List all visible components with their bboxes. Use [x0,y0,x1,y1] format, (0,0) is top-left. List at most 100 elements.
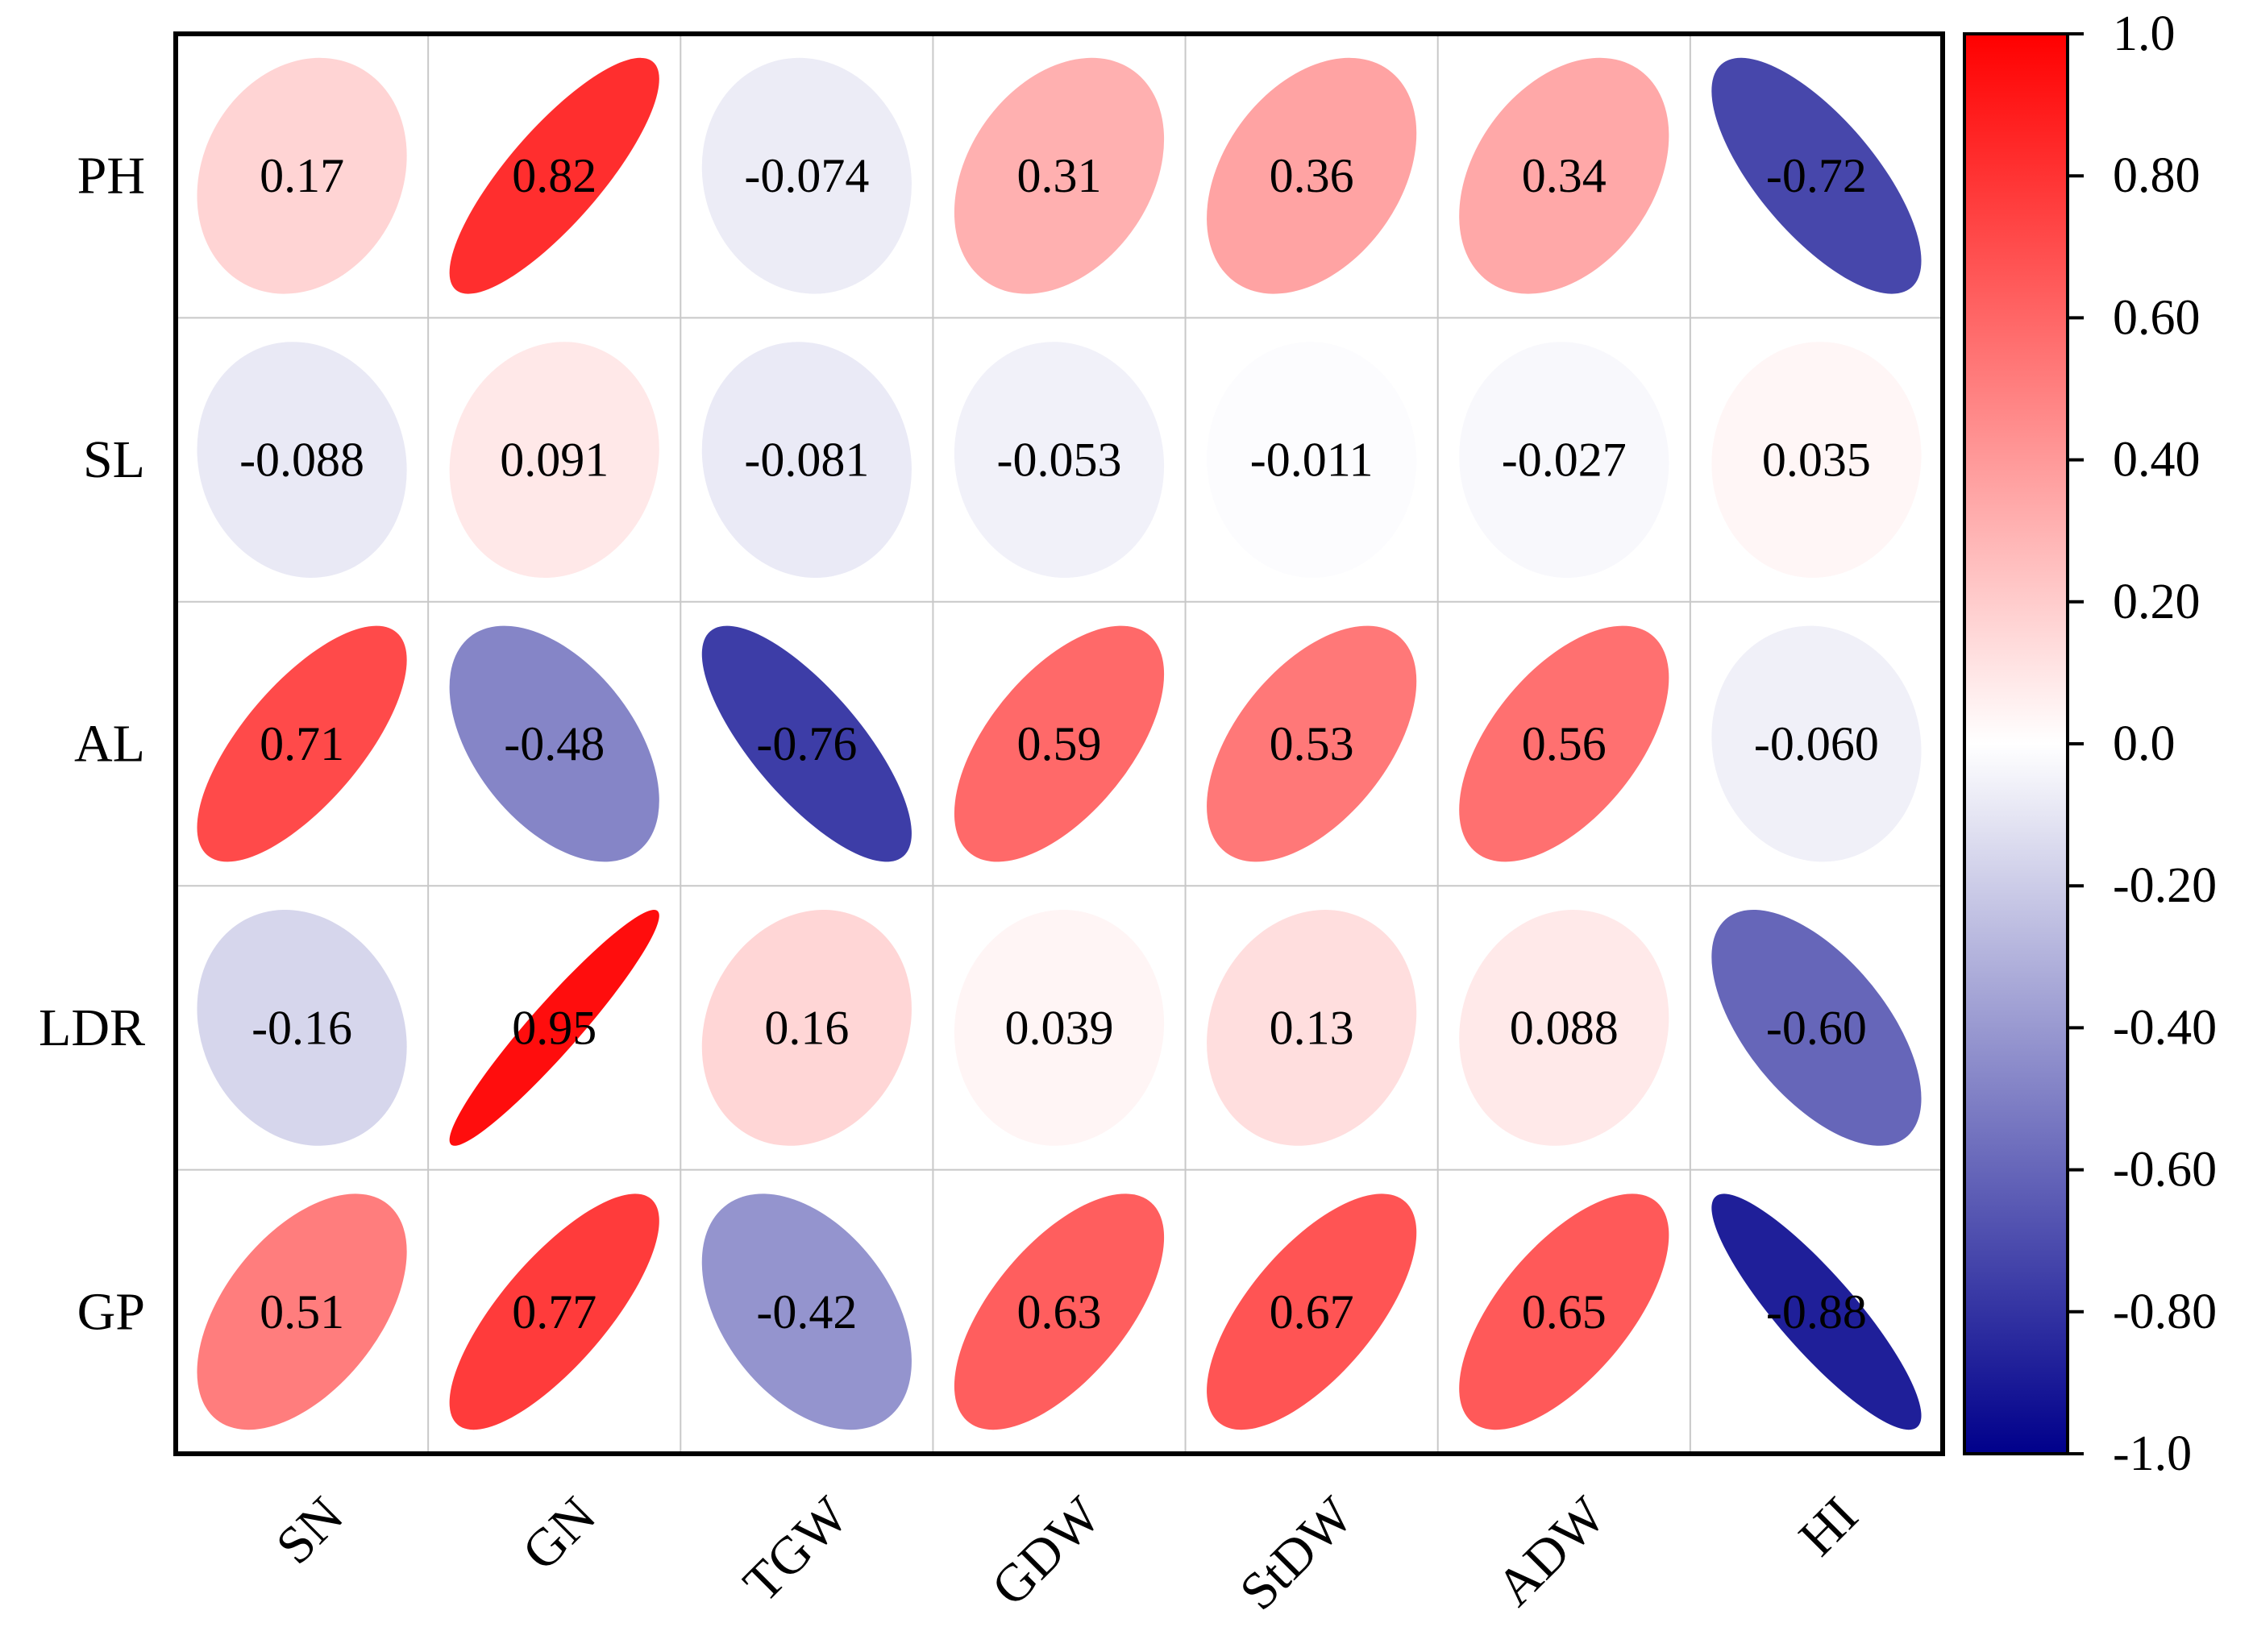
corr-ellipse-ph-gn [449,57,659,294]
colorbar-tick-label: -0.80 [2113,1285,2217,1339]
colorbar-tick-label: -0.40 [2113,1000,2217,1055]
colorbar-ticks: 1.0 0.80 0.60 0.40 0.20 0.0 -0.20 -0.40 -0.60 -0.… [2068,6,2217,1481]
col-label-hi: HI [1788,1486,1869,1567]
corr-ellipse-al-gn [449,625,659,862]
corr-ellipse-ldr-stdw [1207,910,1417,1146]
corr-value-label: 0.53 [1270,717,1354,770]
row-label-gp: GP [77,1282,145,1341]
colorbar: 1.0 0.80 0.60 0.40 0.20 0.0 -0.20 -0.40 -0.60 -0.… [1963,6,2217,1481]
colorbar-tick-label: 0.60 [2113,290,2201,345]
corr-ellipse-al-adw [1459,625,1669,862]
corr-ellipse-sl-sn [197,342,407,578]
colorbar-tick-label: 0.20 [2113,575,2201,629]
corr-ellipse-gp-adw [1459,1193,1669,1430]
corr-value-label: -0.027 [1502,434,1627,487]
colorbar-tick-label: -0.60 [2113,1143,2217,1197]
corr-value-label: 0.088 [1510,1001,1619,1054]
corr-value-label: 0.34 [1522,149,1607,202]
col-label-tgw: TGW [732,1485,859,1613]
col-label-sn: SN [265,1486,355,1575]
corr-value-label: -0.081 [744,434,869,487]
corr-value-label: 0.56 [1522,717,1607,770]
corr-ellipse-al-sn [197,625,407,862]
ellipse-layer [197,57,1922,1430]
corr-value-label: 0.16 [764,1001,849,1054]
row-label-sl: SL [83,430,145,489]
value-label-layer: 0.17 0.82 -0.074 0.31 0.36 0.34 -0.72 -0.088 0.0… [239,149,1879,1339]
corr-ellipse-ph-hi [1711,57,1922,294]
corr-ellipse-ldr-sn [197,910,407,1146]
corr-ellipse-gp-tgw [701,1193,912,1430]
corr-value-label: 0.51 [260,1285,344,1339]
corr-ellipse-ldr-adw [1459,910,1669,1146]
corr-value-label: -0.074 [744,149,869,202]
corr-ellipse-sl-gn [449,342,659,578]
corr-ellipse-sl-gdw [954,342,1165,578]
corr-value-label: -0.088 [239,434,364,487]
colorbar-tick-label: 0.80 [2113,148,2201,203]
plot-frame [173,31,1945,1456]
corr-ellipse-gp-gn [449,1193,659,1430]
corr-value-label: 0.82 [512,149,597,202]
corr-value-label: -0.42 [756,1285,857,1339]
corr-value-label: -0.060 [1754,717,1879,770]
corr-ellipse-ldr-gn [449,910,659,1146]
colorbar-gradient [1963,32,2069,1455]
corr-value-label: 0.63 [1017,1285,1102,1339]
row-label-ph: PH [77,147,145,205]
corr-ellipse-ph-gdw [954,57,1165,294]
corr-ellipse-al-stdw [1207,625,1417,862]
corr-value-label: -0.88 [1766,1285,1867,1339]
colorbar-tick-label: -0.20 [2113,858,2217,913]
corr-ellipse-ldr-hi [1711,910,1922,1146]
col-label-layer: SN GN TGW GDW StDW ADW HI [265,1485,1869,1621]
corr-ellipse-gp-gdw [954,1193,1165,1430]
colorbar-tick-label: 0.0 [2113,716,2176,771]
corr-value-label: -0.48 [504,717,605,770]
col-label-adw: ADW [1486,1485,1618,1617]
corr-value-label: 0.59 [1017,717,1102,770]
corr-ellipse-ldr-tgw [701,910,912,1146]
corr-ellipse-ph-sn [197,57,407,294]
row-label-ldr: LDR [39,998,145,1057]
corr-value-label: 0.31 [1017,149,1102,202]
corr-ellipse-sl-hi [1711,342,1922,578]
corr-value-label: 0.71 [260,717,344,770]
corr-ellipse-al-gdw [954,625,1165,862]
corr-value-label: 0.039 [1005,1001,1114,1054]
corr-ellipse-sl-tgw [701,342,912,578]
corr-value-label: -0.72 [1766,149,1867,202]
corr-value-label: 0.67 [1270,1285,1354,1339]
corr-ellipse-gp-sn [197,1193,407,1430]
col-label-gn: GN [511,1486,607,1582]
colorbar-tick-label: -1.0 [2113,1426,2192,1481]
corr-value-label: 0.65 [1522,1285,1607,1339]
row-label-al: AL [74,715,145,774]
corr-value-label: -0.60 [1766,1001,1867,1054]
col-label-gdw: GDW [980,1485,1112,1617]
corr-value-label: -0.011 [1250,434,1374,487]
corr-ellipse-gp-stdw [1207,1193,1417,1430]
corr-ellipse-sl-adw [1459,342,1669,578]
corr-ellipse-ph-tgw [701,57,912,294]
corr-value-label: 0.035 [1762,434,1871,487]
row-label-layer: PH SL AL LDR GP [39,147,145,1342]
corr-value-label: 0.13 [1270,1001,1354,1054]
grid-lines [176,34,1943,1454]
col-label-stdw: StDW [1228,1485,1365,1621]
corr-value-label: -0.053 [997,434,1122,487]
corr-value-label: -0.76 [756,717,857,770]
corr-value-label: 0.17 [260,149,344,202]
corr-value-label: -0.16 [251,1001,352,1054]
corr-ellipse-ph-adw [1459,57,1669,294]
corr-ellipse-al-hi [1711,625,1922,862]
corr-value-label: 0.77 [512,1285,597,1339]
corr-ellipse-al-tgw [701,625,912,862]
corr-ellipse-ph-stdw [1207,57,1417,294]
corr-value-label: 0.36 [1270,149,1354,202]
corr-ellipse-sl-stdw [1207,342,1417,578]
colorbar-tick-label: 1.0 [2113,6,2176,61]
colorbar-tick-label: 0.40 [2113,433,2201,488]
corr-ellipse-ldr-gdw [954,910,1165,1146]
